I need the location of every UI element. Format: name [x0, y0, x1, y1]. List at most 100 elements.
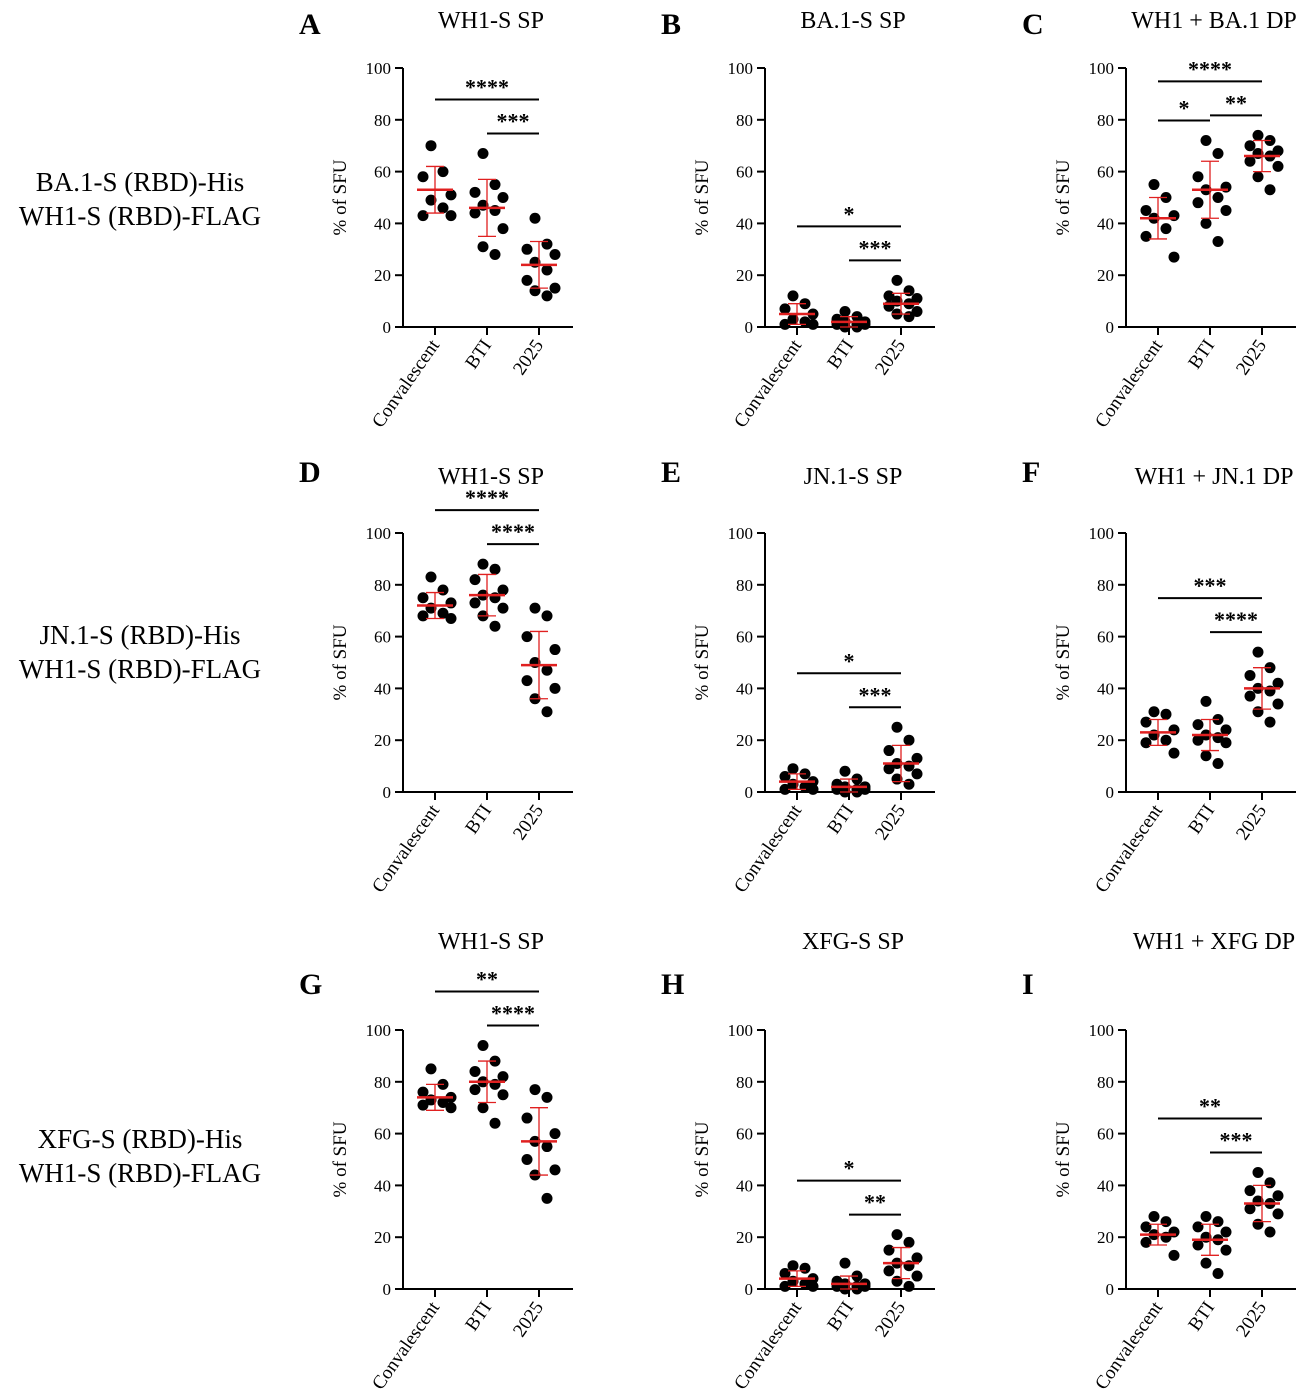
- panel-b-title: BA.1-S SP: [800, 8, 905, 34]
- panel-f-data-point: [1160, 734, 1172, 746]
- panel-a-data-point: [437, 202, 449, 214]
- panel-h-data-point: [779, 1267, 791, 1279]
- panel-g-data-point: [417, 1086, 429, 1098]
- panel-b-data-point: [779, 303, 791, 315]
- panel-c-data-point: [1272, 145, 1284, 157]
- panel-f: F WH1 + JN.1 DP 0 20 40 60 80 100 % of SFU Conval…: [1022, 456, 1296, 897]
- panel-i-y-tick-label: 60: [1097, 1125, 1114, 1144]
- panel-e-data-point: [903, 760, 915, 772]
- panel-h-y-tick-label: 80: [736, 1073, 753, 1092]
- panel-h-significance-label: *: [844, 1156, 855, 1181]
- panel-c-data-point: [1244, 155, 1256, 167]
- panel-i-y-tick-label: 0: [1106, 1280, 1115, 1299]
- panel-b-y-tick-label: 60: [736, 163, 753, 182]
- panel-d-data-point: [549, 644, 561, 656]
- panel-b-x-tick-label: Convalescent: [730, 335, 806, 431]
- panel-a: A WH1-S SP 0 20 40 60 80 100 % of SFU Convalescen…: [299, 8, 573, 432]
- panel-g-y-tick-label: 60: [374, 1125, 391, 1144]
- panel-h-title: XFG-S SP: [802, 929, 904, 955]
- panel-g-data-point: [549, 1128, 561, 1140]
- panel-e-data-point: [903, 778, 915, 790]
- panel-a-data-point: [521, 243, 533, 255]
- panel-c-significance-label: *: [1179, 96, 1190, 121]
- panel-g-data-point: [529, 1084, 541, 1096]
- panel-c-data-point: [1220, 204, 1232, 216]
- panel-b-data-point: [911, 305, 923, 317]
- panel-i-data-point: [1220, 1244, 1232, 1256]
- panel-d-y-tick-label: 20: [374, 731, 391, 750]
- panel-a-x-tick-label: BTI: [461, 336, 496, 373]
- panel-a-data-point: [497, 223, 509, 235]
- panel-g-data-point: [417, 1099, 429, 1111]
- panel-d-data-point: [445, 597, 457, 609]
- panel-a-y-tick-label: 0: [383, 318, 392, 337]
- panel-f-title: WH1 + JN.1 DP: [1135, 464, 1294, 490]
- panel-a-data-point: [469, 186, 481, 198]
- panel-h-significance-label: **: [864, 1190, 886, 1215]
- panel-b-x-tick-label: 2025: [871, 336, 910, 379]
- panel-e-data-point: [903, 734, 915, 746]
- panel-i-letter: I: [1022, 968, 1034, 1001]
- panel-f-y-tick-label: 80: [1097, 576, 1114, 595]
- panel-f-significance-label: ***: [1194, 573, 1227, 598]
- panel-g-x-tick-label: BTI: [461, 1298, 496, 1335]
- panel-h-data-point: [787, 1260, 799, 1272]
- panel-g-data-point: [445, 1102, 457, 1114]
- panel-b-data-point: [891, 274, 903, 286]
- panel-f-data-point: [1168, 747, 1180, 759]
- panel-g-data-point: [541, 1192, 553, 1204]
- panel-h-data-point: [799, 1262, 811, 1274]
- panel-g-data-point: [541, 1091, 553, 1103]
- panel-f-data-point: [1244, 669, 1256, 681]
- panel-e-y-tick-label: 0: [745, 783, 754, 802]
- panel-f-data-point: [1200, 695, 1212, 707]
- panel-g-data-point: [549, 1164, 561, 1176]
- panel-h: H XFG-S SP 0 20 40 60 80 100 % of SFU Convalescen…: [661, 929, 935, 1394]
- panel-b-data-point: [911, 293, 923, 305]
- panel-h-data-point: [807, 1280, 819, 1292]
- panel-h-data-point: [839, 1257, 851, 1269]
- panel-d-data-point: [549, 682, 561, 694]
- panel-d-data-point: [425, 571, 437, 583]
- panel-a-data-point: [445, 189, 457, 201]
- panel-a-y-tick-label: 100: [366, 59, 392, 78]
- panel-g-letter: G: [299, 968, 322, 1001]
- panel-c-x-tick-label: BTI: [1184, 336, 1219, 373]
- panel-i-data-point: [1192, 1239, 1204, 1251]
- panel-d-y-tick-label: 0: [383, 783, 392, 802]
- panel-f-data-point: [1148, 706, 1160, 718]
- panel-g-y-tick-label: 100: [366, 1021, 392, 1040]
- panel-i-y-tick-label: 80: [1097, 1073, 1114, 1092]
- panel-d-significance-label: ****: [491, 519, 535, 544]
- panel-e-x-tick-label: BTI: [823, 801, 858, 838]
- panel-b-data-point: [787, 290, 799, 302]
- panel-g-data-point: [469, 1065, 481, 1077]
- panel-c-significance-label: **: [1225, 90, 1247, 115]
- panel-e-y-tick-label: 100: [728, 524, 754, 543]
- panel-g-y-label: % of SFU: [330, 1121, 351, 1197]
- panel-a-data-point: [549, 248, 561, 260]
- panel-g-data-point: [489, 1078, 501, 1090]
- panel-d-data-point: [469, 574, 481, 586]
- panel-d-data-point: [541, 610, 553, 622]
- panel-d-x-tick-label: 2025: [509, 801, 548, 844]
- panel-a-x-tick-label: 2025: [509, 336, 548, 379]
- panel-d-data-point: [489, 620, 501, 632]
- panel-i-significance-label: **: [1199, 1093, 1221, 1118]
- panel-b-data-point: [787, 313, 799, 325]
- panel-f-data-point: [1140, 737, 1152, 749]
- panel-c-y-tick-label: 100: [1089, 59, 1115, 78]
- panel-h-y-tick-label: 40: [736, 1176, 753, 1195]
- panel-a-x-tick-label: Convalescent: [368, 335, 444, 431]
- panel-c-data-point: [1212, 236, 1224, 248]
- panel-c-y-label: % of SFU: [1053, 159, 1074, 235]
- panel-d-data-point: [469, 597, 481, 609]
- panel-g-data-point: [477, 1040, 489, 1052]
- panel-g-data-point: [521, 1112, 533, 1124]
- panel-b-data-point: [779, 318, 791, 330]
- panel-b-data-point: [839, 305, 851, 317]
- panel-b-y-tick-label: 100: [728, 59, 754, 78]
- panel-c-y-tick-label: 40: [1097, 214, 1114, 233]
- panel-h-x-tick-label: BTI: [823, 1298, 858, 1335]
